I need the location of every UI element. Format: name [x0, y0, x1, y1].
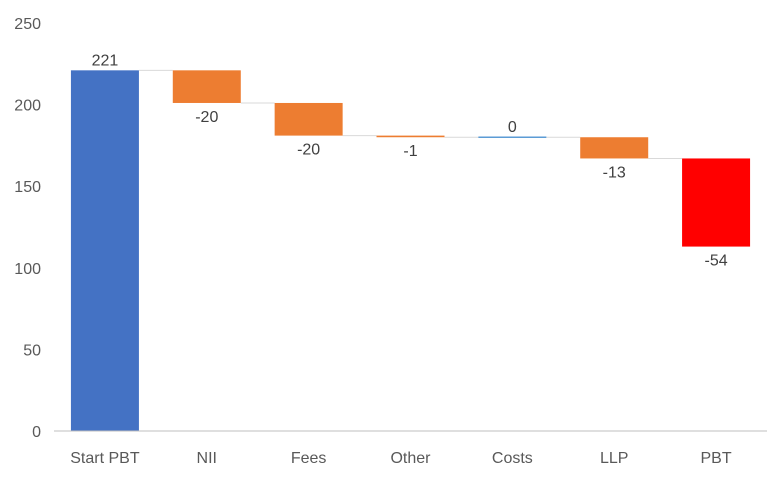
x-tick-label: LLP: [600, 450, 628, 467]
data-label: -13: [603, 164, 626, 181]
data-label: -20: [297, 142, 320, 159]
y-tick-label: 100: [14, 261, 41, 278]
y-tick-label: 200: [14, 98, 41, 115]
x-tick-label: PBT: [701, 450, 732, 467]
x-tick-label: Costs: [492, 450, 533, 467]
data-label: -1: [403, 143, 417, 160]
y-tick-label: 0: [32, 424, 41, 441]
y-tick-label: 150: [14, 179, 41, 196]
bar-other: [376, 135, 445, 138]
x-tick-label: Start PBT: [70, 450, 140, 467]
data-label: 0: [508, 119, 517, 136]
data-label: -20: [195, 109, 218, 126]
y-tick-label: 250: [14, 16, 41, 33]
data-label: -54: [705, 253, 728, 270]
x-tick-label: Fees: [291, 450, 327, 467]
data-label: 221: [92, 52, 119, 69]
labels-layer: 0 50 100 150 200 250 221 Start PBT -20 NII -20 Fees…: [14, 16, 732, 467]
bar-nii: [172, 70, 241, 103]
bar-fees: [274, 102, 343, 136]
bar-pbt: [682, 158, 751, 247]
bar-llp: [580, 137, 649, 159]
bars-layer: [70, 70, 751, 431]
x-tick-label: Other: [390, 450, 431, 467]
connectors-layer: [138, 69, 683, 159]
bar-costs: [478, 136, 547, 138]
x-tick-label: NII: [197, 450, 217, 467]
y-tick-label: 50: [23, 342, 41, 359]
bar-start-pbt: [70, 70, 139, 431]
